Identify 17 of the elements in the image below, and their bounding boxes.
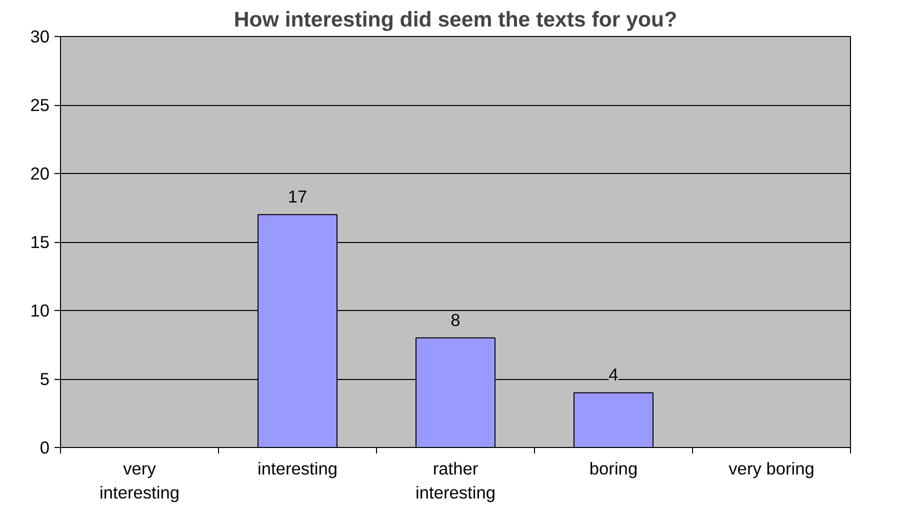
data-label: 4 — [608, 364, 619, 385]
y-tick-label: 15 — [30, 232, 50, 252]
y-tick-label: 5 — [40, 369, 50, 389]
y-tick-label: 30 — [30, 26, 50, 46]
x-tick-label: interesting — [258, 458, 338, 478]
y-tick-label: 25 — [30, 95, 50, 115]
chart-title: How interesting did seem the texts for you? — [234, 8, 678, 32]
x-tick-label: boring — [589, 458, 638, 478]
y-tick-label: 20 — [30, 164, 50, 184]
x-tick-label: very boring — [728, 458, 814, 478]
y-tick-label: 10 — [30, 300, 50, 320]
y-tick-label: 0 — [40, 438, 50, 458]
x-tick-label: very interesting — [100, 458, 180, 502]
x-tick-label: rather interesting — [416, 458, 496, 502]
data-label: 17 — [288, 186, 308, 207]
bar — [574, 392, 654, 448]
data-label: 8 — [450, 310, 460, 330]
